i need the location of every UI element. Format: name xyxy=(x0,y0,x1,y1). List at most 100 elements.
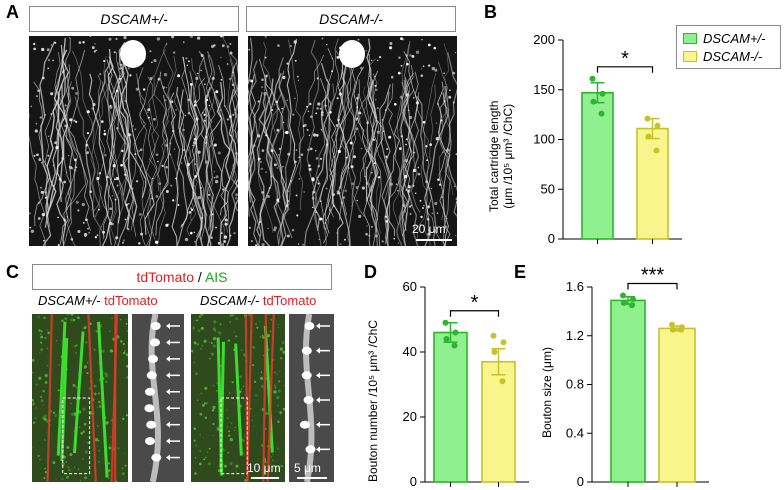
bouton-dot xyxy=(318,238,320,241)
background-speck xyxy=(73,466,76,469)
background-speck xyxy=(242,385,244,388)
bouton-dot xyxy=(248,91,250,93)
bouton-dot xyxy=(342,196,346,199)
bouton-dot xyxy=(344,238,346,241)
bar-B-1 xyxy=(636,127,669,240)
background-speck xyxy=(42,389,45,393)
bouton-dot xyxy=(220,78,223,81)
background-speck xyxy=(229,462,233,466)
background-speck xyxy=(201,403,205,407)
bouton-dot xyxy=(455,201,457,203)
background-speck xyxy=(32,421,36,424)
background-speck xyxy=(122,342,125,346)
bouton-dot xyxy=(197,150,201,154)
data-point-D xyxy=(443,336,450,342)
background-speck xyxy=(209,407,211,409)
bouton xyxy=(299,420,310,429)
bouton-dot xyxy=(98,208,100,211)
bouton-dot xyxy=(234,108,236,111)
background-speck xyxy=(97,460,100,463)
background-speck xyxy=(35,407,37,409)
bouton-dot xyxy=(116,184,119,187)
bouton-dot xyxy=(295,149,298,151)
bouton-dot xyxy=(371,81,374,84)
bouton-dot xyxy=(192,144,195,147)
background-speck xyxy=(37,315,40,319)
bouton-dot xyxy=(149,50,152,53)
bouton-dot xyxy=(421,38,423,41)
bouton-dot xyxy=(422,207,424,209)
axon-branch xyxy=(138,67,158,246)
bouton-dot xyxy=(398,147,402,150)
background-speck xyxy=(230,421,233,424)
bouton-dot xyxy=(267,195,270,198)
bouton-dot xyxy=(47,59,51,62)
bouton-dot xyxy=(360,147,363,150)
background-speck xyxy=(125,318,127,321)
bouton-dot xyxy=(125,203,128,207)
bouton-dot xyxy=(389,41,393,46)
bouton-dot xyxy=(109,222,113,225)
background-speck xyxy=(104,380,108,384)
bouton-dot xyxy=(368,102,371,105)
bouton-dot xyxy=(44,114,46,116)
background-speck xyxy=(47,331,51,335)
bouton-dot xyxy=(374,98,377,101)
bouton-dot xyxy=(153,59,157,63)
background-speck xyxy=(109,330,111,333)
bouton-dot xyxy=(177,74,181,78)
bouton-dot xyxy=(420,215,423,219)
background-speck xyxy=(208,341,211,343)
bouton-dot xyxy=(399,95,403,99)
bouton-dot xyxy=(405,143,407,146)
bouton-dot xyxy=(50,140,52,142)
bouton-dot xyxy=(29,226,32,229)
panel-letter-d: D xyxy=(364,262,377,282)
bouton-dot xyxy=(109,104,112,107)
axon-branch xyxy=(188,71,206,238)
y-axis-label-b-line2: (μm /10⁵ μm³ /ChC) xyxy=(501,103,515,209)
axon-branch xyxy=(85,57,112,218)
stain-label-tdtomato: tdTomato xyxy=(136,269,195,285)
background-speck xyxy=(228,434,231,437)
bouton-dot xyxy=(441,151,444,153)
bouton-dot xyxy=(116,126,119,130)
background-speck xyxy=(235,464,239,468)
bouton-dot xyxy=(134,128,137,131)
background-speck xyxy=(277,404,280,407)
bouton-dot xyxy=(57,216,59,219)
bouton-dot xyxy=(115,236,119,240)
bouton-dot xyxy=(150,61,153,64)
bouton-dot xyxy=(427,64,431,67)
data-point-B xyxy=(589,75,596,82)
bouton-dot xyxy=(277,44,280,47)
axon-branch xyxy=(118,54,131,229)
bouton-dot xyxy=(219,109,222,111)
bouton-dot xyxy=(261,86,264,89)
bouton-dot xyxy=(34,129,38,133)
legend-swatch-het xyxy=(683,32,697,44)
bouton-dot xyxy=(372,138,375,141)
bouton-dot xyxy=(289,179,292,183)
background-speck xyxy=(75,344,78,347)
arrow-head xyxy=(166,323,170,329)
axon-branch xyxy=(106,59,115,246)
bouton-dot xyxy=(382,130,385,133)
zoom-box xyxy=(220,397,248,475)
background-speck xyxy=(242,439,245,442)
background-speck xyxy=(43,477,46,480)
background-speck xyxy=(235,335,238,338)
bouton-dot xyxy=(181,162,183,164)
background-speck xyxy=(199,450,202,452)
bouton-dot xyxy=(277,108,281,111)
background-speck xyxy=(213,320,217,324)
bouton-dot xyxy=(286,234,290,238)
axon-branch xyxy=(320,78,337,244)
axon-branch xyxy=(353,66,378,220)
bouton-dot xyxy=(446,148,450,152)
bouton-dot xyxy=(224,222,228,226)
panel-letter-e: E xyxy=(514,262,527,282)
bouton-dot xyxy=(103,132,107,136)
axon-branch xyxy=(401,80,420,246)
fluorescence-image-c-right xyxy=(191,314,285,482)
